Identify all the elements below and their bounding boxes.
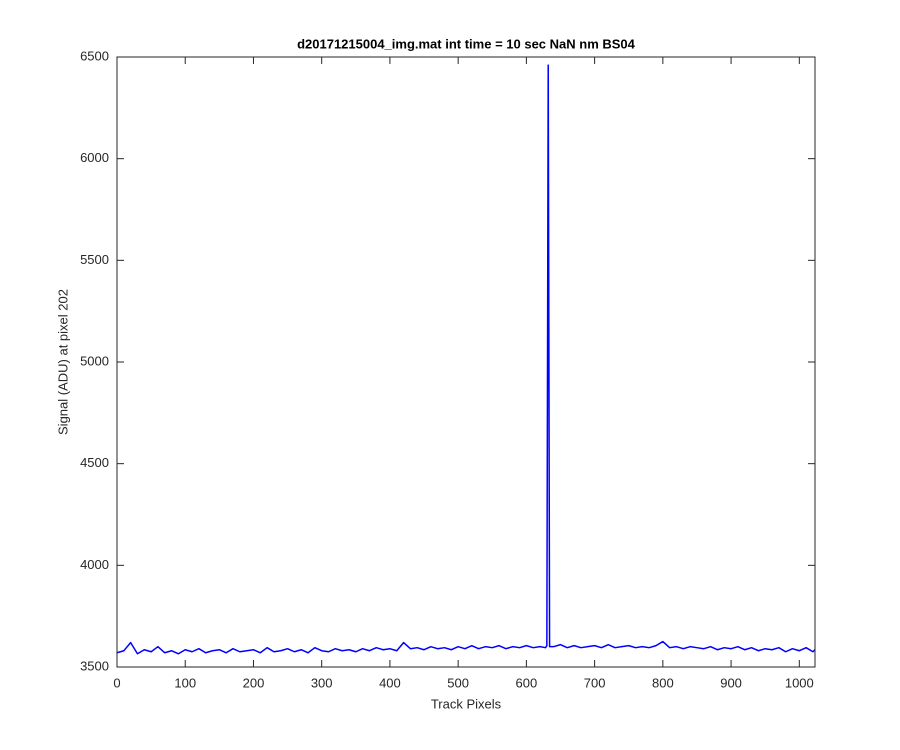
- x-tick-label: 800: [652, 675, 674, 690]
- x-tick-label: 300: [311, 675, 333, 690]
- y-tick-label: 3500: [80, 658, 109, 673]
- x-tick-label: 400: [379, 675, 401, 690]
- y-tick-label: 5000: [80, 353, 109, 368]
- chart-title: d20171215004_img.mat int time = 10 sec N…: [297, 36, 636, 51]
- x-tick-label: 1000: [785, 675, 814, 690]
- y-tick-label: 6000: [80, 150, 109, 165]
- y-tick-label: 5500: [80, 252, 109, 267]
- y-tick-label: 4500: [80, 455, 109, 470]
- x-tick-label: 600: [516, 675, 538, 690]
- x-tick-label: 0: [113, 675, 120, 690]
- x-tick-label: 100: [174, 675, 196, 690]
- x-axis-label: Track Pixels: [431, 696, 502, 711]
- x-tick-label: 900: [720, 675, 742, 690]
- x-tick-label: 700: [584, 675, 606, 690]
- x-tick-label: 200: [243, 675, 265, 690]
- plot-area: [117, 57, 815, 667]
- x-tick-label: 500: [447, 675, 469, 690]
- line-series: [116, 64, 816, 655]
- y-tick-label: 6500: [80, 48, 109, 63]
- axes-box: [116, 56, 816, 668]
- y-axis-label: Signal (ADU) at pixel 202: [55, 289, 70, 435]
- y-tick-label: 4000: [80, 557, 109, 572]
